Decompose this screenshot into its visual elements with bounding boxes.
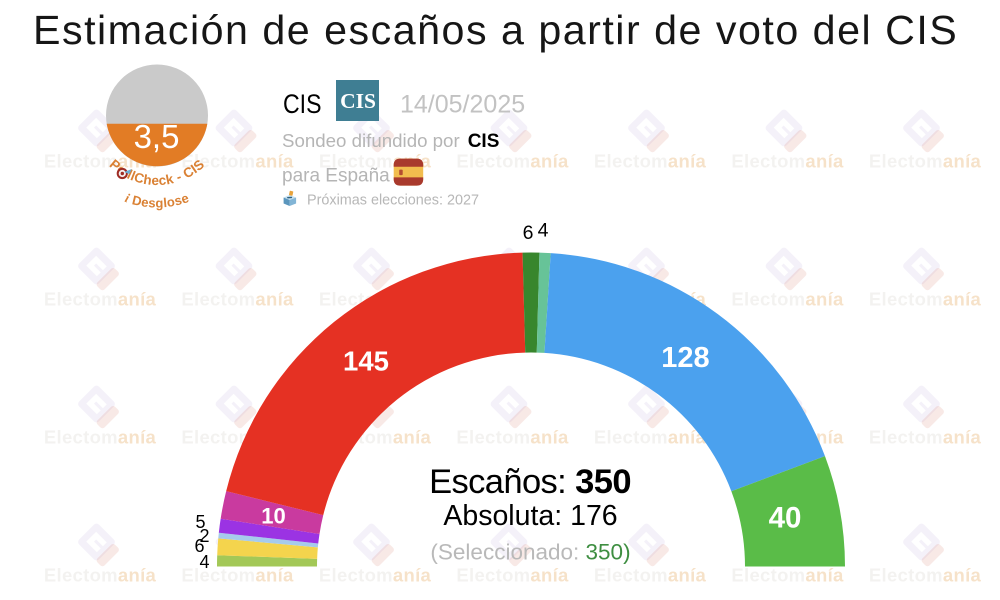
- svg-text:Escaños: 350: Escaños: 350: [429, 463, 631, 501]
- svg-text:10: 10: [261, 504, 285, 529]
- svg-text:6: 6: [523, 222, 534, 244]
- svg-text:Sondeo difundido por: Sondeo difundido por: [282, 130, 460, 151]
- svg-text:40: 40: [769, 502, 802, 535]
- svg-text:CIS: CIS: [340, 89, 376, 113]
- svg-text:i Desglose: i Desglose: [123, 190, 191, 210]
- svg-text:CIS: CIS: [468, 131, 500, 152]
- svg-text:3,5: 3,5: [134, 118, 180, 155]
- svg-text:(Seleccionado: 350): (Seleccionado: 350): [430, 540, 630, 565]
- svg-text:para España: para España: [282, 166, 390, 187]
- svg-text:6: 6: [194, 536, 204, 556]
- svg-text:CIS: CIS: [283, 89, 322, 119]
- svg-text:14/05/2025: 14/05/2025: [400, 91, 525, 119]
- svg-text:128: 128: [661, 342, 709, 374]
- svg-text:4: 4: [538, 220, 549, 242]
- svg-text:Estimación de escaños a partir: Estimación de escaños a partir de voto d…: [33, 7, 958, 53]
- svg-text:Absoluta: 176: Absoluta: 176: [443, 500, 617, 532]
- svg-text:4: 4: [199, 552, 209, 572]
- svg-text:145: 145: [343, 346, 389, 377]
- svg-text:2: 2: [199, 526, 209, 546]
- svg-text:5: 5: [195, 512, 205, 532]
- svg-text:Próximas elecciones: 2027: Próximas elecciones: 2027: [307, 193, 479, 209]
